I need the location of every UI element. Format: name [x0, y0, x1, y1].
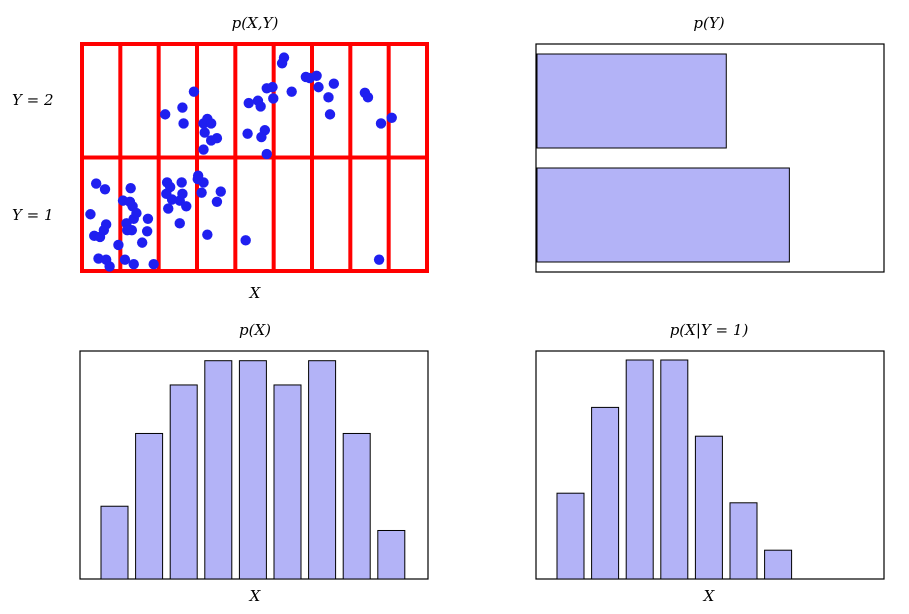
joint-data-point	[362, 92, 374, 103]
joint-data-point	[198, 144, 209, 155]
joint-data-point	[243, 97, 254, 109]
marginal-y-bars	[536, 53, 790, 263]
marginal-y-bar	[536, 53, 727, 149]
conditional-bar	[694, 435, 723, 580]
joint-data-point	[311, 70, 322, 81]
conditional-bar	[556, 492, 585, 580]
joint-data-point	[141, 226, 153, 237]
joint-points	[85, 52, 397, 272]
joint-data-point	[386, 112, 397, 123]
y-tick-label-2: Y = 2	[12, 91, 54, 109]
joint-data-point	[261, 148, 272, 160]
conditional-title: p(X|Y = 1)	[670, 321, 749, 339]
joint-title: p(X,Y)	[232, 14, 279, 32]
marginal-x-bar	[273, 384, 302, 580]
joint-data-point	[119, 254, 131, 265]
joint-data-point	[159, 109, 171, 120]
joint-data-point	[164, 181, 176, 193]
marginal-x-bar	[100, 505, 129, 580]
joint-data-point	[177, 188, 188, 200]
conditional-x-axis-label: X	[703, 587, 716, 605]
marginal-x-bar	[204, 360, 233, 580]
joint-data-point	[256, 131, 267, 143]
joint-data-point	[328, 78, 340, 89]
joint-data-point	[242, 128, 253, 139]
joint-data-point	[276, 58, 288, 69]
joint-data-point	[215, 186, 226, 197]
joint-data-point	[268, 93, 279, 104]
joint-data-point	[267, 81, 278, 93]
joint-data-point	[205, 118, 217, 129]
conditional-panel: p(X|Y = 1) X	[535, 321, 885, 605]
joint-grid	[80, 42, 429, 273]
joint-data-point	[113, 239, 124, 251]
joint-data-point	[125, 182, 136, 194]
joint-data-point	[99, 184, 111, 195]
marginal-x-bar	[308, 360, 337, 580]
joint-data-point	[313, 81, 324, 93]
joint-data-point	[93, 253, 104, 264]
marginal-x-bar	[169, 384, 198, 580]
marginal-x-bar	[377, 529, 406, 580]
joint-data-point	[286, 86, 297, 97]
marginal-x-axis-label: X	[249, 587, 262, 605]
conditional-bars	[556, 359, 793, 580]
joint-data-point	[100, 219, 112, 230]
y-tick-label-1: Y = 1	[12, 206, 54, 224]
joint-data-point	[131, 207, 142, 219]
joint-data-point	[324, 109, 336, 120]
joint-data-point	[166, 194, 178, 205]
joint-data-point	[122, 224, 133, 236]
joint-data-point	[85, 209, 96, 220]
marginal-x-title: p(X)	[239, 321, 271, 339]
joint-data-point	[163, 203, 174, 214]
joint-data-point	[128, 258, 139, 270]
joint-data-point	[178, 118, 189, 129]
joint-data-point	[188, 86, 200, 97]
joint-data-point	[181, 201, 192, 212]
conditional-bar	[764, 549, 793, 580]
joint-data-point	[255, 101, 266, 112]
marginal-x-panel: p(X) X	[79, 321, 429, 605]
joint-data-point	[176, 177, 187, 188]
conditional-bar	[729, 502, 758, 580]
joint-data-point	[323, 92, 334, 103]
marginal-y-title: p(Y)	[693, 14, 724, 32]
conditional-bar	[625, 359, 654, 580]
marginal-x-bar	[135, 432, 164, 580]
marginal-y-frame	[535, 43, 885, 273]
marginal-x-bar	[238, 360, 267, 580]
joint-data-point	[148, 258, 159, 270]
joint-data-point	[136, 237, 148, 248]
marginal-x-bars	[100, 360, 406, 580]
joint-panel: p(X,Y) Y = 2 Y = 1 X	[12, 14, 429, 302]
joint-data-point	[211, 196, 223, 207]
conditional-bar	[660, 359, 689, 580]
joint-data-point	[104, 261, 115, 272]
marginal-y-panel: p(Y)	[535, 14, 885, 273]
joint-data-point	[196, 187, 207, 198]
joint-x-axis-label: X	[249, 284, 262, 302]
joint-data-point	[211, 133, 223, 144]
joint-data-point	[199, 127, 210, 138]
marginal-x-bar	[342, 432, 371, 580]
joint-data-point	[202, 229, 213, 240]
conditional-bar	[591, 406, 620, 580]
marginal-y-bar	[536, 167, 790, 263]
joint-data-point	[90, 178, 102, 189]
joint-data-point	[240, 235, 251, 246]
joint-data-point	[373, 254, 385, 265]
joint-data-point	[142, 213, 154, 224]
joint-data-point	[174, 218, 185, 229]
joint-data-point	[177, 102, 188, 113]
joint-data-point	[375, 118, 387, 129]
joint-data-point	[192, 170, 204, 181]
